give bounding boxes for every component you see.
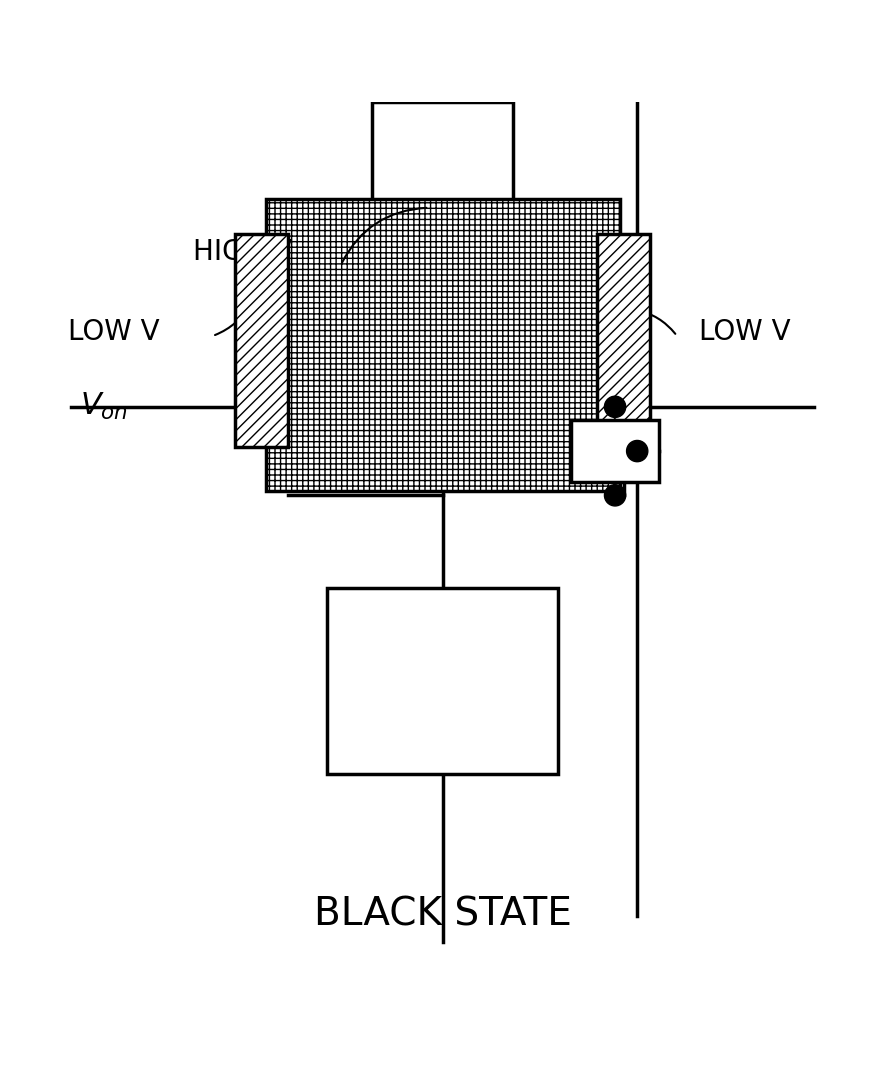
Text: $V_{on}$: $V_{on}$ (80, 392, 127, 422)
Bar (327, 589, 558, 774)
Bar (266, 199, 620, 491)
Text: HIGH V: HIGH V (193, 238, 292, 265)
Text: LOW V: LOW V (699, 318, 791, 346)
Text: LOW V: LOW V (67, 318, 159, 346)
Bar (372, 101, 513, 287)
Circle shape (604, 485, 626, 506)
Text: BLACK STATE: BLACK STATE (313, 895, 572, 934)
Bar (597, 234, 650, 447)
Bar (235, 234, 288, 447)
Circle shape (627, 441, 648, 461)
Circle shape (604, 396, 626, 418)
Bar (571, 420, 659, 482)
